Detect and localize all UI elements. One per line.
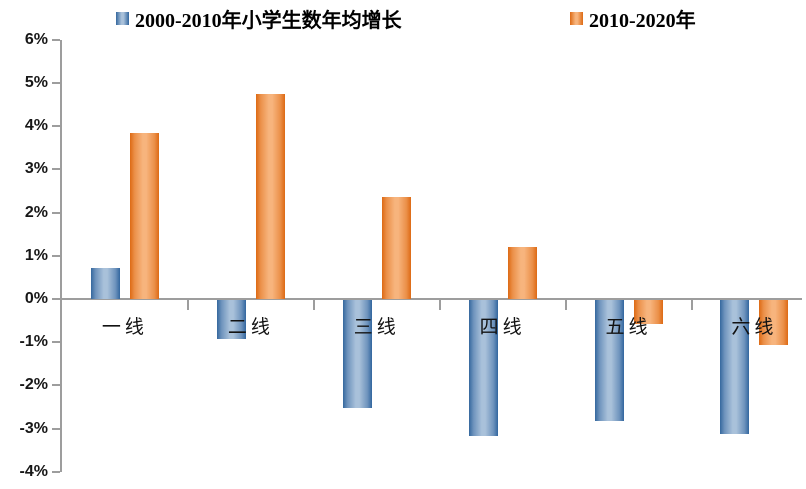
bar-blue-四线 — [468, 300, 498, 437]
y-tick-label: -1% — [19, 333, 48, 351]
y-tick-label: -2% — [19, 376, 48, 394]
y-tick-label: -3% — [19, 419, 48, 437]
bar-orange-三线 — [381, 197, 411, 299]
legend-label-2010-2020: 2010-2020年 — [589, 9, 696, 32]
y-tick-label: 0% — [24, 290, 48, 307]
bar-orange-六线 — [759, 300, 789, 346]
category-label-三线: 三线 — [353, 317, 400, 338]
legend-label-2000-2010: 2000-2010年小学生数年均增长 — [135, 9, 402, 32]
y-tick-label: 6% — [24, 30, 48, 48]
legend-item-2010-2020: 2010-2020年 — [570, 4, 696, 32]
category-label-四线: 四线 — [479, 317, 526, 338]
y-tick — [52, 254, 60, 257]
y-tick — [52, 470, 60, 473]
y-tick — [52, 211, 60, 214]
x-tick — [438, 300, 441, 310]
legend-item-2000-2010: 2000-2010年小学生数年均增长 — [116, 4, 402, 32]
bar-blue-六线 — [720, 300, 750, 434]
legend-swatch-blue-icon — [116, 11, 129, 25]
category-label-一线: 一线 — [101, 317, 148, 338]
y-tick-label: 1% — [24, 246, 48, 264]
y-tick — [52, 168, 60, 171]
x-tick — [312, 300, 315, 310]
x-tick — [186, 300, 189, 310]
bar-blue-五线 — [594, 300, 624, 421]
x-tick — [690, 300, 693, 310]
bar-orange-五线 — [633, 300, 663, 324]
y-tick — [52, 38, 60, 41]
y-tick — [52, 82, 60, 84]
legend-swatch-orange-icon — [570, 11, 583, 25]
bar-blue-二线 — [216, 300, 246, 339]
y-tick-label: -4% — [19, 462, 48, 480]
category-label-五线: 五线 — [605, 317, 652, 338]
y-tick-label: 4% — [24, 117, 48, 135]
y-tick-label: 5% — [24, 74, 48, 91]
y-tick — [52, 384, 60, 387]
y-axis-line — [60, 39, 62, 472]
y-tick — [52, 298, 60, 300]
x-axis-zero-line — [60, 298, 802, 300]
bar-orange-一线 — [129, 132, 159, 299]
bar-blue-三线 — [342, 300, 372, 408]
y-tick-label: 2% — [24, 203, 48, 221]
bar-orange-四线 — [507, 247, 537, 299]
bar-orange-二线 — [255, 93, 285, 299]
x-tick — [564, 300, 567, 310]
category-label-六线: 六线 — [731, 317, 778, 338]
y-tick — [52, 125, 60, 128]
y-tick-label: 3% — [24, 160, 48, 178]
y-tick — [52, 341, 60, 344]
category-label-二线: 二线 — [227, 317, 274, 338]
y-tick — [52, 427, 60, 430]
bar-blue-一线 — [90, 267, 120, 299]
